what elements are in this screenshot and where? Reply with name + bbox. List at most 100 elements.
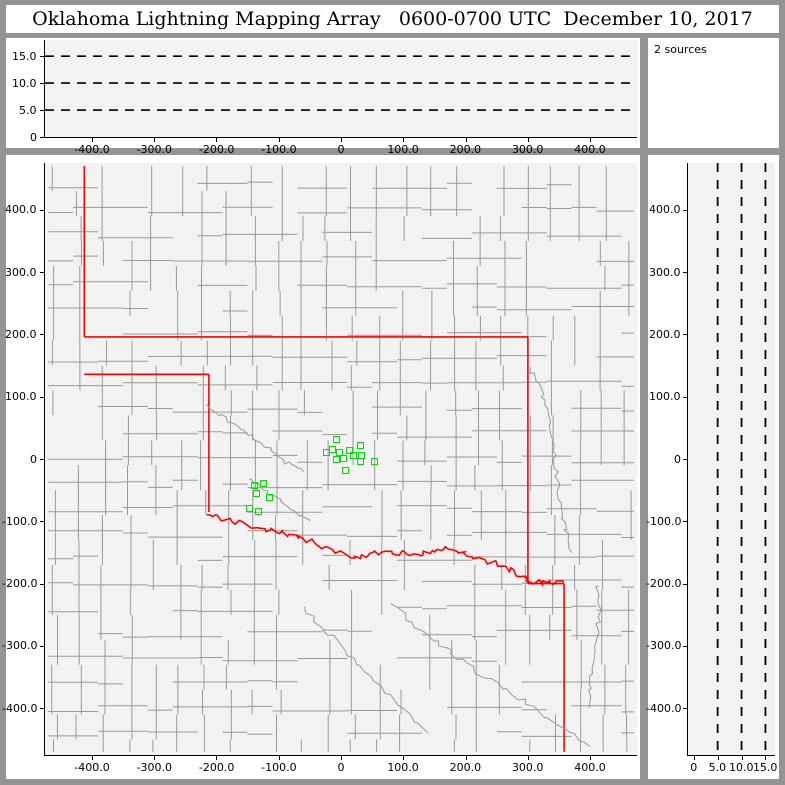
x-tick-mark bbox=[717, 755, 719, 760]
vhf-source-marker[interactable] bbox=[265, 493, 273, 501]
x-tick-label: 200.0 bbox=[449, 143, 482, 156]
x-tick-label: 400.0 bbox=[574, 761, 606, 774]
vhf-source-marker[interactable] bbox=[357, 442, 365, 450]
x-tick-mark bbox=[765, 755, 767, 760]
x-tick-label: 0 bbox=[337, 761, 345, 774]
x-tick-mark bbox=[278, 755, 280, 760]
y-tick-mark bbox=[40, 521, 45, 523]
source-count-label: 2 sources bbox=[654, 43, 707, 56]
x-tick-mark bbox=[403, 755, 405, 760]
y-tick-label: -200.0 bbox=[2, 577, 38, 591]
y-tick-label: 0 bbox=[30, 130, 37, 144]
vhf-source-marker[interactable] bbox=[332, 456, 340, 464]
x-tick-mark bbox=[154, 137, 156, 142]
x-tick-label: 0 bbox=[337, 143, 345, 156]
y-tick-mark bbox=[683, 583, 688, 585]
time-height-y-axis bbox=[44, 40, 45, 138]
y-tick-mark bbox=[40, 209, 45, 211]
y-tick-label: -300.0 bbox=[646, 639, 682, 653]
vhf-source-marker[interactable] bbox=[345, 446, 353, 454]
vhf-source-marker[interactable] bbox=[357, 457, 365, 465]
vhf-source-marker[interactable] bbox=[370, 457, 378, 465]
x-tick-label: 100.0 bbox=[387, 143, 419, 156]
x-tick-label: -100.0 bbox=[261, 143, 297, 156]
vhf-source-marker[interactable] bbox=[254, 508, 262, 516]
y-tick-label: -400.0 bbox=[646, 701, 682, 715]
y-tick-mark bbox=[683, 272, 688, 274]
x-tick-mark bbox=[341, 755, 342, 760]
y-tick-mark bbox=[40, 583, 45, 585]
vhf-source-marker[interactable] bbox=[336, 448, 344, 456]
vhf-source-marker[interactable] bbox=[259, 479, 267, 487]
y-tick-mark bbox=[683, 334, 688, 336]
y-tick-label: 0 bbox=[674, 452, 681, 466]
y-tick-label: 400.0 bbox=[649, 203, 681, 217]
time-height-x-axis bbox=[44, 137, 637, 138]
y-tick-mark bbox=[683, 209, 688, 211]
x-tick-mark bbox=[465, 755, 467, 760]
y-tick-mark bbox=[683, 396, 688, 398]
time-height-gridlines bbox=[45, 55, 637, 111]
y-tick-mark bbox=[40, 137, 45, 138]
y-tick-label: -200.0 bbox=[646, 577, 682, 591]
y-tick-mark bbox=[40, 396, 45, 398]
x-tick-label: -200.0 bbox=[198, 761, 235, 774]
y-tick-label: 0 bbox=[30, 452, 37, 466]
altitude-histogram-plot-area[interactable] bbox=[688, 163, 775, 755]
x-tick-mark bbox=[590, 137, 592, 142]
vhf-source-marker[interactable] bbox=[333, 436, 341, 444]
x-tick-mark bbox=[91, 755, 93, 760]
plan-view-map-panel[interactable]: -400.0 -300.0 -200.0 -100.0 0 100.0 200.0 300.0… bbox=[2, 155, 640, 779]
x-tick-mark bbox=[341, 137, 342, 142]
vhf-source-marker[interactable] bbox=[245, 504, 253, 512]
vhf-source-marker[interactable] bbox=[253, 490, 261, 498]
x-tick-label: 400.0 bbox=[574, 143, 606, 156]
x-tick-label: -200.0 bbox=[198, 143, 235, 156]
y-tick-label: -400.0 bbox=[2, 701, 38, 715]
y-tick-label: 200.0 bbox=[5, 327, 37, 341]
y-tick-label: 100.0 bbox=[5, 390, 37, 404]
county-state-boundaries-map bbox=[48, 166, 634, 752]
vhf-source-marker[interactable] bbox=[250, 481, 258, 489]
y-tick-label: 15.0 bbox=[12, 49, 37, 63]
y-tick-label: 5.0 bbox=[19, 103, 37, 117]
vhf-source-marker[interactable] bbox=[349, 452, 357, 460]
y-tick-mark bbox=[40, 459, 45, 460]
plan-view-x-axis bbox=[44, 755, 637, 756]
y-tick-label: 10.0 bbox=[12, 76, 37, 90]
x-tick-label: 0 bbox=[690, 761, 698, 774]
altitude-histogram-panel[interactable]: 0 5.0 10.0 15.0 400.0 300.0 200.0 100.0 0 -100.0 -… bbox=[646, 155, 779, 779]
x-tick-mark bbox=[527, 755, 529, 760]
x-tick-label: -400.0 bbox=[74, 143, 110, 156]
source-count-panel[interactable]: 2 sources bbox=[648, 38, 779, 148]
window-title-bar: Oklahoma Lightning Mapping Array 0600-07… bbox=[6, 5, 779, 33]
vhf-source-marker[interactable] bbox=[341, 466, 349, 474]
y-tick-mark bbox=[40, 708, 45, 710]
x-tick-mark bbox=[465, 137, 467, 142]
x-tick-mark bbox=[91, 137, 93, 142]
vhf-source-marker[interactable] bbox=[328, 445, 336, 453]
time-height-plot-area[interactable] bbox=[45, 40, 637, 137]
y-tick-mark bbox=[40, 645, 45, 647]
vhf-source-marker[interactable] bbox=[322, 449, 330, 457]
x-tick-label: 5.0 bbox=[708, 761, 727, 774]
x-tick-label: -300.0 bbox=[136, 143, 173, 156]
x-tick-label: -300.0 bbox=[136, 761, 173, 774]
y-tick-mark bbox=[683, 645, 688, 647]
altitude-histogram-x-axis bbox=[687, 755, 775, 756]
x-tick-label: -400.0 bbox=[74, 761, 110, 774]
x-tick-mark bbox=[403, 137, 405, 142]
y-tick-label: -100.0 bbox=[2, 514, 38, 528]
y-tick-label: 400.0 bbox=[5, 203, 37, 217]
x-tick-mark bbox=[154, 755, 156, 760]
y-tick-label: 200.0 bbox=[649, 327, 681, 341]
x-tick-mark bbox=[590, 755, 592, 760]
plan-view-plot-area[interactable] bbox=[45, 163, 637, 755]
y-tick-mark bbox=[40, 56, 45, 58]
y-tick-label: -100.0 bbox=[646, 514, 682, 528]
x-tick-label: 300.0 bbox=[511, 761, 544, 774]
vhf-source-marker[interactable] bbox=[339, 454, 347, 462]
x-tick-mark bbox=[527, 137, 529, 142]
time-height-panel[interactable]: -400.0 -300.0 -200.0 -100.0 0 100.0 200.0 300.0… bbox=[6, 38, 640, 156]
